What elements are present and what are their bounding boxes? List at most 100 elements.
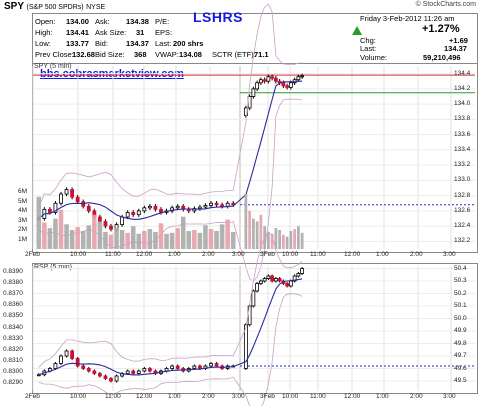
x-tick-label: 12:00: [136, 251, 153, 258]
sctr-value: 71.1: [254, 50, 269, 59]
y-tick-label: 132.4: [454, 222, 471, 230]
candle-body: [197, 365, 202, 369]
candle-body: [136, 370, 141, 374]
candle-body: [251, 88, 256, 97]
y-tick-label: 133.6: [454, 130, 471, 138]
x-tick-label: 2:00: [410, 251, 423, 258]
left-tick-label: 0.8340: [3, 323, 23, 331]
candle-body: [131, 211, 136, 216]
candle-body: [47, 208, 52, 213]
candle-body: [103, 221, 108, 227]
candle-body: [220, 204, 225, 207]
x-tick-label: 1:00: [376, 251, 389, 258]
quote-datetime: Friday 3-Feb-2012 11:26 am: [360, 14, 455, 23]
x-tick-label: 1:00: [376, 393, 389, 400]
volume-bar: [158, 223, 164, 249]
moving-average-line: [38, 80, 303, 220]
candle-body: [86, 368, 91, 372]
open-value: 134.00: [66, 17, 89, 26]
left-tick-label: 0.8310: [3, 356, 23, 364]
volume-label: Volume:: [360, 53, 388, 62]
candle-body: [209, 363, 213, 367]
volume-bar: [147, 229, 153, 249]
volume-bar: [97, 221, 103, 249]
volume-bar: [225, 219, 230, 249]
x-tick-label: 3:00: [232, 251, 245, 258]
watermark-text: LSHRS: [193, 9, 243, 25]
volume-bar: [274, 228, 278, 249]
volume-bar: [248, 211, 251, 249]
volume-tick-label: 2M: [18, 226, 28, 233]
candle-body: [296, 76, 301, 81]
candle-body: [97, 216, 102, 222]
volume-bar: [36, 196, 42, 249]
sctr-label: SCTR (ETF):: [212, 50, 256, 59]
volume-bar: [164, 233, 169, 249]
volume-bar: [114, 228, 119, 249]
candle-body: [258, 79, 263, 84]
high-label: High:: [35, 28, 53, 37]
bollinger-upper: [38, 231, 303, 368]
y-tick-label: 134.2: [454, 84, 471, 92]
chg-label: Chg:: [360, 36, 376, 45]
x-tick-label: 3:00: [232, 393, 245, 400]
x-tick-label: 10:00: [282, 393, 299, 400]
candle-body: [159, 208, 163, 213]
candle-body: [109, 225, 113, 230]
candle-body: [270, 275, 275, 282]
volume-tick-label: 6M: [18, 188, 28, 195]
candle-body: [258, 280, 263, 284]
left-tick-label: 0.8300: [3, 367, 23, 375]
bollinger-lower: [38, 98, 303, 282]
candle-body: [203, 205, 208, 208]
last-label: Last:: [155, 39, 172, 48]
volume-bar: [192, 230, 197, 249]
bid-size-value: 368: [134, 50, 147, 59]
volume-bar: [103, 231, 108, 249]
x-tick-label: 3:00: [443, 393, 456, 400]
candle-body: [142, 207, 147, 212]
x-tick-label: 12:00: [136, 393, 153, 400]
eps-label: EPS:: [155, 28, 173, 37]
volume-bar: [119, 230, 125, 249]
left-tick-label: 0.8370: [3, 290, 23, 298]
candle-body: [170, 207, 175, 212]
y-tick-label: 132.6: [454, 206, 471, 214]
left-tick-label: 0.8290: [3, 379, 23, 386]
volume-bar: [270, 233, 274, 249]
candle-body: [277, 278, 282, 282]
volume-bar: [230, 231, 236, 249]
candle-body: [131, 370, 136, 374]
candle-body: [300, 75, 305, 78]
candle-body: [153, 205, 158, 210]
candle-body: [170, 365, 175, 369]
candle-body: [285, 283, 290, 287]
left-tick-label: 0.8320: [3, 345, 23, 353]
pe-label: P/E:: [155, 17, 170, 26]
y-tick-label: 50.3: [454, 277, 467, 284]
x-tick-label: 11:00: [105, 251, 121, 258]
candle-body: [300, 268, 305, 274]
volume-bar: [267, 231, 270, 249]
volume-bar: [297, 226, 300, 249]
candle-body: [225, 202, 230, 207]
candle-body: [266, 275, 271, 279]
x-tick-label: 12:00: [344, 393, 361, 400]
candle-body: [53, 202, 58, 213]
volume-bar: [180, 216, 186, 249]
candle-body: [120, 216, 125, 226]
x-tick-label: 1:00: [168, 393, 181, 400]
rsp-panel: [32, 263, 478, 394]
left-tick-label: 0.8350: [3, 312, 23, 320]
volume-bar: [92, 214, 97, 249]
x-tick-label: 10:00: [282, 251, 299, 258]
x-tick-label: 10:00: [70, 393, 87, 400]
exchange: NYSE: [86, 4, 106, 11]
volume-bar: [47, 228, 53, 249]
candle-body: [243, 324, 248, 369]
x-tick-label: 2:00: [202, 251, 215, 258]
y-tick-label: 133.0: [454, 176, 471, 184]
volume-bar: [136, 233, 142, 249]
moving-average-line: [38, 278, 303, 376]
low-value: 133.77: [66, 39, 89, 48]
